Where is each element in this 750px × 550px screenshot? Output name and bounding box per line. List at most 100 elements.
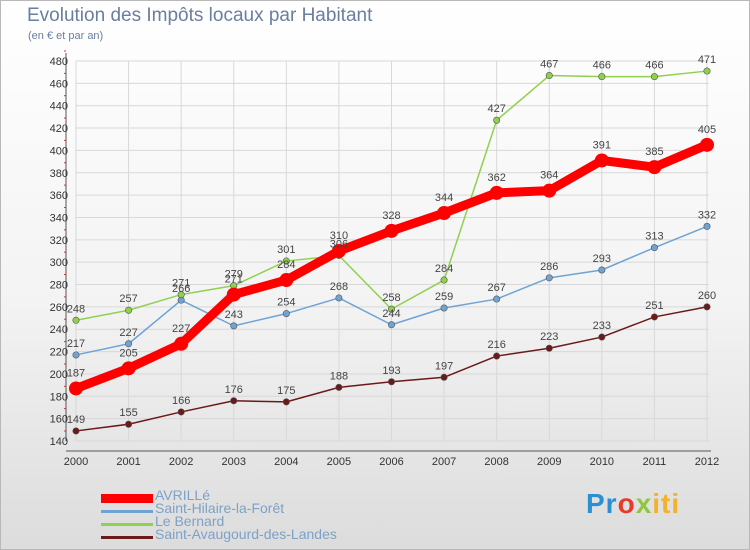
data-point xyxy=(440,373,448,381)
data-point xyxy=(125,306,133,314)
data-label: 271 xyxy=(225,274,243,286)
legend-label: Saint-Hilaire-la-Forêt xyxy=(155,500,285,516)
data-label: 205 xyxy=(119,347,137,359)
series-layer xyxy=(69,67,714,435)
data-label: 259 xyxy=(435,291,453,303)
data-point xyxy=(700,137,714,152)
legend-swatch xyxy=(101,509,153,513)
data-label: 328 xyxy=(382,210,400,222)
data-point xyxy=(282,257,290,265)
data-point xyxy=(387,321,395,329)
y-tick-label: 300 xyxy=(50,257,68,269)
data-label: 260 xyxy=(698,290,716,302)
data-label: 362 xyxy=(487,172,505,184)
data-label: 364 xyxy=(540,170,558,182)
data-point xyxy=(594,153,609,168)
data-label: 301 xyxy=(277,244,295,256)
data-label: 197 xyxy=(435,360,453,372)
legend-label: Saint-Avaugourd-des-Landes xyxy=(155,526,337,542)
data-label: 175 xyxy=(277,385,295,397)
chart-title: Evolution des Impôts locaux par Habitant xyxy=(27,5,373,26)
y-tick-label: 440 xyxy=(50,101,68,113)
data-point xyxy=(493,295,501,303)
x-tick-label: 2012 xyxy=(695,456,719,468)
data-point xyxy=(121,361,136,376)
x-tick-label: 2008 xyxy=(484,456,508,468)
data-point xyxy=(230,322,238,330)
x-tick-label: 2004 xyxy=(274,456,298,468)
data-labels: 217 227 266 243 254 268 244 259 267 286 293 313 332 2… xyxy=(67,54,716,426)
legend-label: Le Bernard xyxy=(155,513,225,529)
y-tick-label: 200 xyxy=(50,369,68,381)
logo-part: iti xyxy=(652,488,681,519)
axes xyxy=(64,50,711,452)
data-label: 467 xyxy=(540,59,558,71)
data-label: 149 xyxy=(67,414,85,426)
legend-label: AVRILLé xyxy=(155,487,210,503)
data-point xyxy=(226,287,241,302)
data-label: 155 xyxy=(119,407,137,419)
y-tick-label: 460 xyxy=(50,78,68,90)
data-label: 258 xyxy=(382,292,400,304)
data-label: 310 xyxy=(330,230,348,242)
legend-item: Le Bernard xyxy=(101,513,401,531)
data-point xyxy=(650,73,658,81)
data-point xyxy=(177,408,185,416)
chart-subtitle: (en € et par an) xyxy=(28,30,104,42)
data-point xyxy=(650,244,658,252)
y-tick-label: 160 xyxy=(50,414,68,426)
data-label: 216 xyxy=(487,339,505,351)
logo-part: Pr xyxy=(586,488,618,519)
data-label: 284 xyxy=(277,259,295,271)
grid-lines xyxy=(75,60,709,442)
data-point xyxy=(440,304,448,312)
data-label: 466 xyxy=(593,60,611,72)
data-point xyxy=(650,313,658,321)
y-tick-label: 320 xyxy=(50,235,68,247)
x-tick-label: 2002 xyxy=(169,456,193,468)
data-point xyxy=(703,67,711,75)
y-tick-label: 280 xyxy=(50,280,68,292)
legend-item: Saint-Avaugourd-des-Landes xyxy=(101,526,401,544)
data-label: 271 xyxy=(172,278,190,290)
y-tick-label: 260 xyxy=(50,302,68,314)
legend-swatch xyxy=(101,493,153,503)
data-label: 166 xyxy=(172,395,190,407)
data-label: 227 xyxy=(119,327,137,339)
data-point xyxy=(331,244,346,258)
data-point xyxy=(387,305,395,313)
data-point xyxy=(703,222,711,230)
data-label: 268 xyxy=(330,281,348,293)
data-point xyxy=(598,73,606,81)
data-label: 176 xyxy=(225,384,243,396)
data-point xyxy=(279,273,294,288)
data-point xyxy=(647,160,662,175)
data-label: 344 xyxy=(435,192,453,204)
data-label: 385 xyxy=(645,146,663,158)
x-tick-label: 2001 xyxy=(116,456,140,468)
y-tick-label: 380 xyxy=(50,168,68,180)
data-label: 284 xyxy=(435,263,453,275)
tick-labels: 140 160 180 200 220 240 260 280 300 320 340 360 380 4… xyxy=(50,56,720,468)
data-point xyxy=(489,185,504,200)
y-tick-label: 400 xyxy=(50,145,68,157)
data-label: 286 xyxy=(540,261,558,273)
data-point xyxy=(230,397,238,405)
data-point xyxy=(125,420,133,428)
y-tick-label: 480 xyxy=(50,56,68,68)
data-point xyxy=(387,378,395,386)
proxiti-logo: Proxiti xyxy=(586,488,680,520)
data-label: 251 xyxy=(645,300,663,312)
data-label: 227 xyxy=(172,323,190,335)
data-point xyxy=(174,336,189,351)
data-label: 248 xyxy=(67,303,85,315)
data-point xyxy=(542,183,557,198)
data-label: 254 xyxy=(277,297,295,309)
data-label: 279 xyxy=(225,269,243,281)
y-tick-label: 340 xyxy=(50,212,68,224)
data-label: 306 xyxy=(330,238,348,250)
x-tick-label: 2009 xyxy=(537,456,561,468)
x-tick-label: 2000 xyxy=(64,456,88,468)
data-point xyxy=(598,266,606,274)
